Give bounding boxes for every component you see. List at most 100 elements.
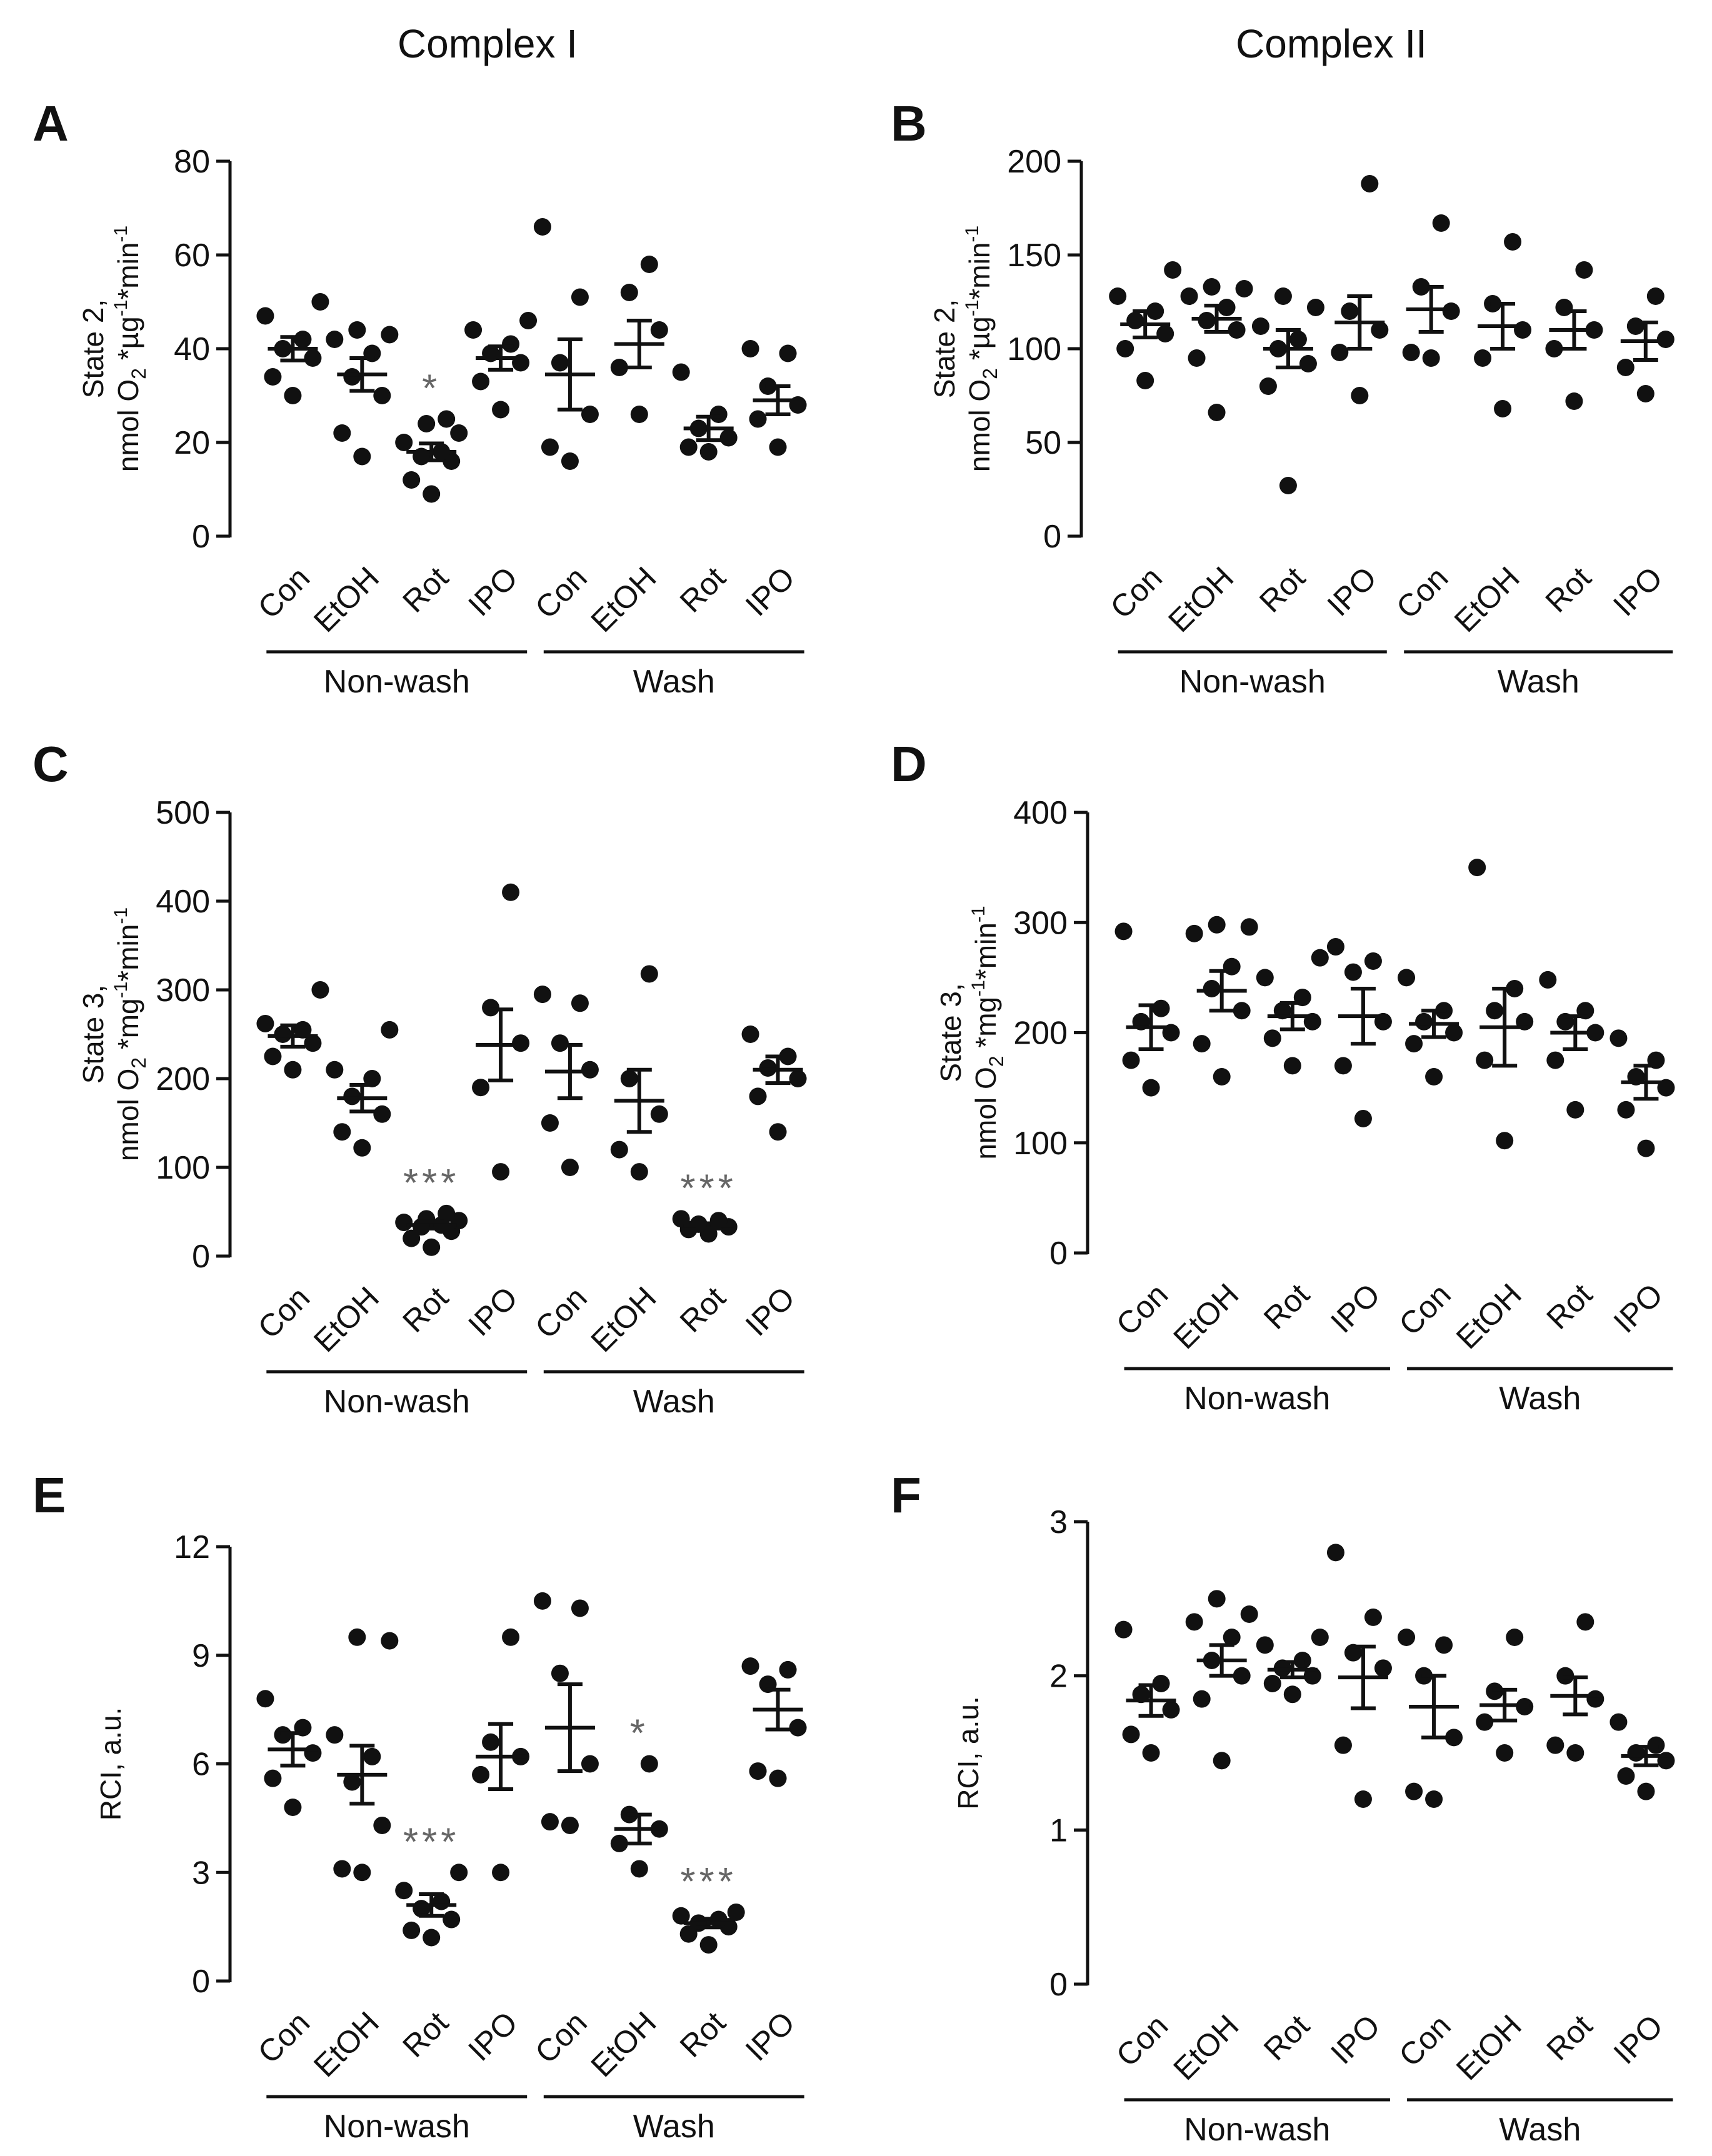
data-point (472, 1765, 490, 1784)
data-point (311, 293, 329, 311)
category-label: IPO (1607, 2008, 1670, 2071)
data-point (333, 1860, 351, 1878)
data-point (1474, 349, 1492, 367)
panel-letter: C (33, 736, 69, 792)
data-point (423, 485, 441, 503)
data-point (326, 331, 344, 348)
data-point (640, 1755, 658, 1773)
category-label: IPO (1324, 2008, 1387, 2071)
panel-D: D 0 100 200 300 400 State 3,nmol O2 *mg-1*min-… (891, 736, 1675, 1417)
y-tick-label: 0 (1043, 519, 1061, 555)
group-label: Non-wash (324, 1384, 470, 1420)
data-point (423, 1929, 441, 1947)
data-point (1422, 349, 1440, 367)
data-point (1565, 392, 1583, 410)
data-point (1208, 404, 1226, 421)
data-point (438, 1204, 456, 1222)
data-point (381, 1632, 399, 1650)
data-point (1185, 924, 1203, 942)
category-label: EtOH (307, 2005, 386, 2084)
category-label: EtOH (1449, 1277, 1528, 1355)
data-point (1263, 1029, 1281, 1047)
y-axis-label: State 2, (77, 299, 109, 399)
data-point (561, 452, 579, 470)
category-label: EtOH (1161, 560, 1240, 639)
data-point (1223, 1629, 1241, 1646)
data-point (1566, 1744, 1584, 1762)
data-point (326, 1726, 344, 1744)
significance-marker: *** (403, 1162, 459, 1205)
panel-B: B 0 50 100 150 200 State 2,nmol O2 *µg-1*min-1… (891, 96, 1674, 700)
data-point (1311, 949, 1329, 967)
data-point (1504, 233, 1522, 251)
category-label: Rot (673, 560, 733, 619)
group-label: Wash (633, 2109, 715, 2145)
y-axis-label: State 3, (77, 985, 109, 1084)
data-point (333, 424, 351, 442)
data-point (264, 1769, 282, 1787)
data-point (1109, 287, 1127, 305)
panel-A: A 0 20 40 60 80 State 2,nmol O2 *µg-1*min-1 * Co… (33, 96, 807, 700)
category-label: EtOH (1166, 2008, 1245, 2087)
data-point (650, 1105, 668, 1123)
category-label: EtOH (584, 560, 663, 639)
data-point (1114, 922, 1133, 941)
data-point (1405, 1782, 1423, 1800)
data-point (1435, 1636, 1453, 1654)
y-tick-label: 0 (1049, 1967, 1068, 2003)
data-point (1203, 278, 1221, 296)
data-point (640, 965, 658, 983)
data-point (472, 372, 490, 391)
data-point (373, 1816, 391, 1834)
y-tick-label: 0 (1049, 1235, 1068, 1272)
data-point (1142, 1079, 1160, 1097)
data-point (395, 434, 413, 451)
data-point (502, 335, 520, 353)
data-point (1626, 317, 1644, 335)
data-point (333, 1123, 351, 1141)
panel-C: C 0 100 200 300 400 500 State 3,nmol O2 *mg-1*m… (33, 736, 807, 1420)
data-point (353, 1139, 371, 1157)
data-point (395, 1214, 413, 1232)
category-label: IPO (1606, 560, 1669, 623)
category-label: Rot (1257, 1277, 1316, 1336)
data-point (1546, 1736, 1564, 1754)
data-point (519, 312, 538, 329)
data-point (1566, 1100, 1584, 1119)
data-point (403, 1921, 421, 1939)
data-point (1233, 1667, 1251, 1685)
data-point (1126, 312, 1144, 329)
data-point (482, 1733, 500, 1751)
data-point (1240, 918, 1258, 936)
y-axis-label: nmol O2 *mg-1*min-1 (968, 906, 1008, 1159)
data-point (1326, 1544, 1344, 1562)
group-label: Non-wash (324, 664, 470, 700)
data-point (1354, 1109, 1372, 1127)
data-point (1468, 859, 1486, 877)
data-point (1263, 1675, 1281, 1692)
category-label: Con (251, 560, 316, 625)
data-point (1142, 1744, 1160, 1762)
data-point (1637, 1782, 1655, 1800)
data-point (610, 359, 628, 376)
category-label: Rot (396, 2005, 455, 2064)
category-label: Con (1109, 2008, 1174, 2073)
data-point (1546, 1051, 1564, 1069)
data-point (1122, 1051, 1140, 1069)
data-point (294, 331, 312, 348)
y-tick-label: 400 (1013, 795, 1068, 831)
data-point (672, 1210, 690, 1228)
column-title-complex-2: Complex II (1236, 21, 1427, 66)
data-point (541, 1813, 559, 1831)
group-label: Wash (633, 664, 715, 700)
data-point (630, 1163, 648, 1181)
data-point (381, 1021, 399, 1039)
panel-letter: F (891, 1467, 921, 1523)
data-point (699, 443, 718, 461)
data-point (719, 429, 738, 447)
data-point (1341, 302, 1359, 320)
data-point (1136, 372, 1154, 389)
data-point (561, 1816, 579, 1834)
data-point (1306, 299, 1324, 316)
